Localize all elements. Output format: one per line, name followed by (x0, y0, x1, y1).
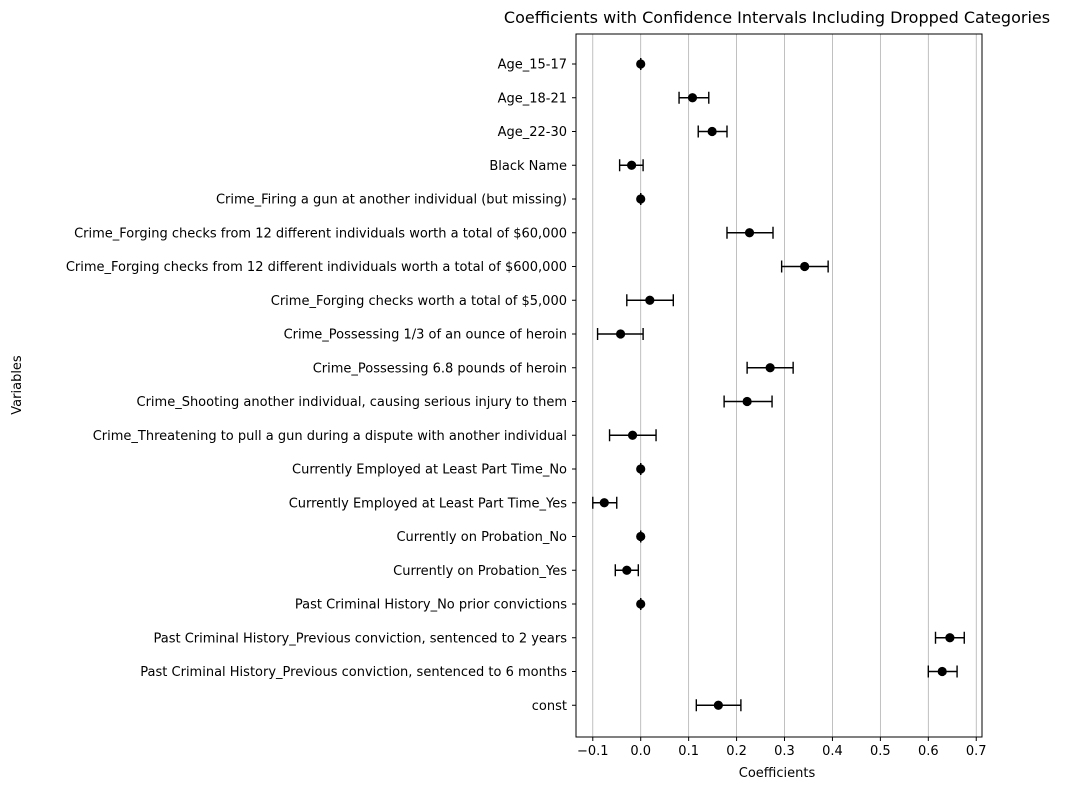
coefficient-point (645, 295, 655, 305)
coefficient-point (765, 363, 775, 373)
coefficient-point (636, 59, 646, 69)
y-tick-labels: Age_15-17 Age_18-21 Age_22-30 Black Name Cri… (66, 58, 576, 714)
error-bars (592, 58, 965, 712)
x-tick-label: 0.0 (630, 744, 651, 759)
y-tick-label: Past Criminal History_Previous convictio… (154, 631, 568, 646)
y-tick-label: Crime_Shooting another individual, causi… (137, 395, 568, 410)
coefficient-point (945, 633, 955, 643)
y-tick-label: Currently on Probation_No (396, 530, 567, 545)
coefficient-points (599, 59, 955, 710)
coefficient-point (636, 531, 646, 542)
y-tick-label: Crime_Forging checks worth a total of $5… (271, 294, 567, 309)
y-tick-label: Age_22-30 (498, 125, 567, 140)
coefficient-point (627, 160, 637, 170)
coefficient-point (744, 228, 755, 238)
y-tick-label: Currently Employed at Least Part Time_Ye… (289, 496, 568, 511)
y-tick-label: Black Name (489, 159, 567, 174)
y-tick-label: Currently Employed at Least Part Time_No (292, 463, 567, 478)
y-tick-label: Crime_Possessing 1/3 of an ounce of hero… (284, 328, 567, 343)
y-tick-label: const (532, 699, 567, 714)
x-tick-labels: −0.1 0.0 0.1 0.2 0.3 0.4 0.5 0.6 0.7 (577, 737, 987, 759)
x-tick-label: 0.4 (822, 744, 843, 759)
coefficient-point (800, 261, 810, 272)
grid-lines (592, 34, 977, 737)
x-tick-label: 0.1 (678, 744, 699, 759)
coefficient-point (636, 194, 646, 204)
y-tick-label: Crime_Forging checks from 12 different i… (66, 260, 567, 275)
x-tick-label: 0.3 (774, 744, 795, 759)
coefficient-point (937, 666, 947, 677)
coefficient-point (599, 498, 609, 508)
y-tick-label: Crime_Possessing 6.8 pounds of heroin (313, 361, 567, 376)
chart-title: Coefficients with Confidence Intervals I… (504, 8, 1050, 27)
y-tick-label: Age_18-21 (498, 91, 567, 106)
x-tick-label: 0.7 (966, 744, 987, 759)
y-tick-label: Past Criminal History_Previous convictio… (140, 665, 567, 680)
coefficient-point (627, 430, 638, 440)
x-tick-label: 0.6 (918, 744, 939, 759)
coefficient-point (636, 464, 646, 474)
y-tick-label: Crime_Firing a gun at another individual… (216, 193, 567, 208)
coefficient-point (742, 396, 752, 407)
coefficient-point (707, 126, 717, 137)
y-tick-label: Crime_Forging checks from 12 different i… (74, 226, 567, 241)
y-tick-label: Currently on Probation_Yes (393, 564, 567, 579)
coefficient-point (615, 329, 626, 339)
y-tick-label: Crime_Threatening to pull a gun during a… (93, 429, 567, 444)
y-tick-label: Past Criminal History_No prior convictio… (295, 598, 567, 613)
y-axis-label: Variables (10, 355, 25, 415)
x-tick-label: 0.2 (726, 744, 747, 759)
coefficient-point (636, 599, 646, 609)
coefficient-point (622, 565, 632, 575)
coefficient-point (687, 93, 698, 103)
plot-frame (575, 33, 983, 738)
x-axis-label: Coefficients (739, 766, 816, 781)
y-tick-label: Age_15-17 (498, 58, 567, 73)
coefficient-point (713, 700, 723, 710)
x-tick-label: 0.5 (870, 744, 891, 759)
x-tick-label: −0.1 (577, 744, 609, 759)
